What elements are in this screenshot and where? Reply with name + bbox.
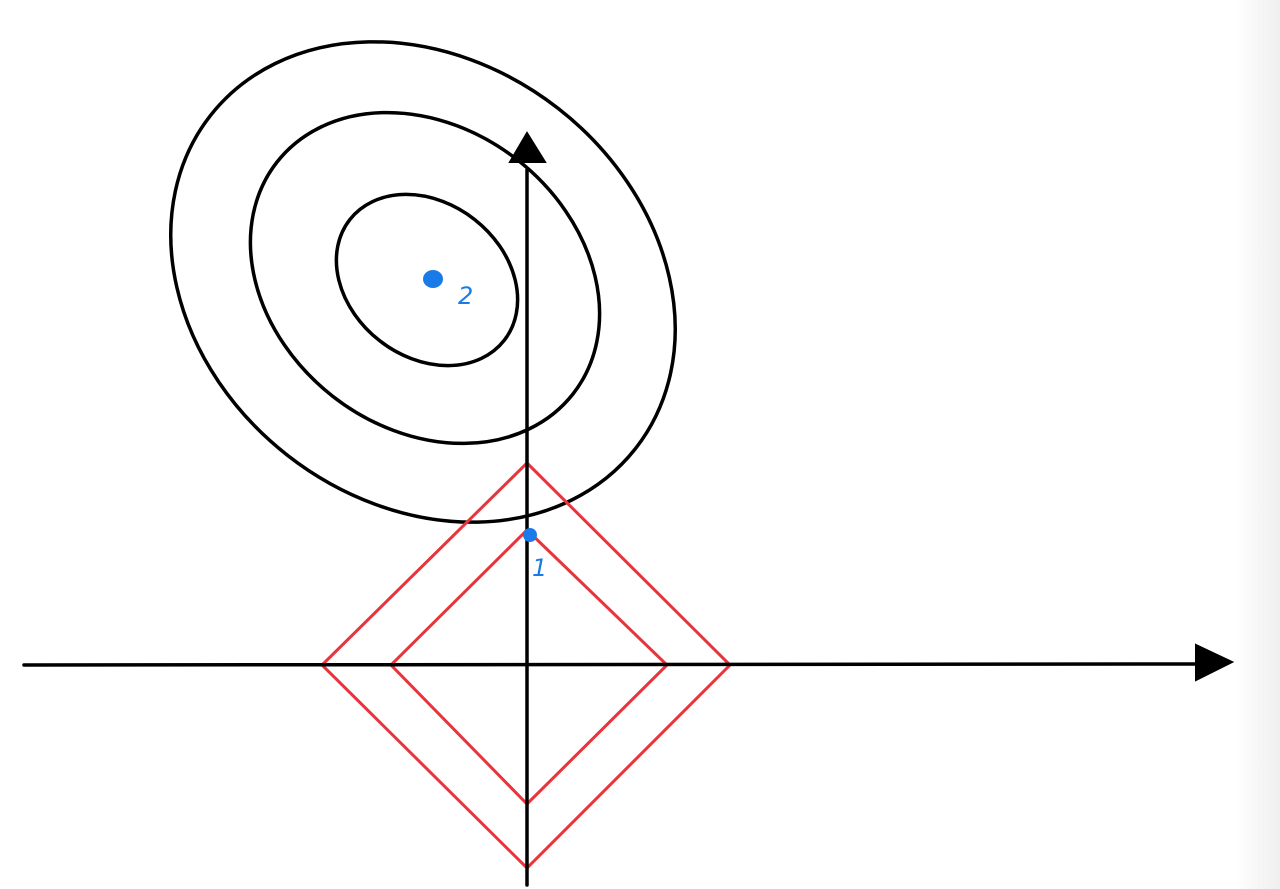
x-axis: [22, 662, 1207, 667]
contour-inner: [334, 192, 520, 368]
axes: [22, 131, 1235, 887]
point-1-label: 1: [532, 554, 547, 582]
points: 1 2: [423, 270, 547, 582]
loss-contours: [169, 40, 677, 524]
constraint-diamond-inner: [388, 527, 670, 807]
contour-outer: [169, 40, 677, 524]
arrow-right-icon: [1195, 643, 1235, 682]
point-2-label: 2: [458, 282, 473, 310]
point-2-marker: [423, 270, 443, 288]
arrow-up-icon: [508, 131, 547, 163]
point-1-marker: [523, 528, 537, 542]
